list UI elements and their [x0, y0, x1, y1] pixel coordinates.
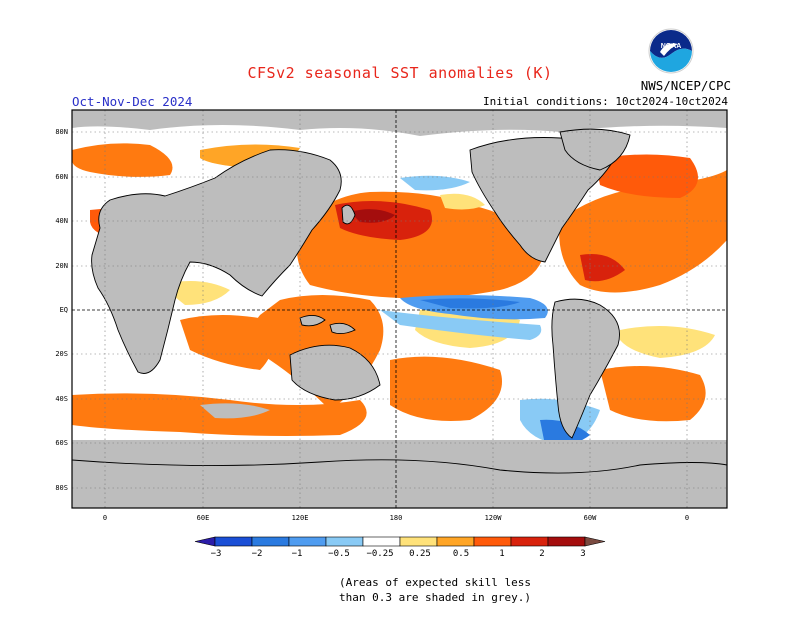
lon-label: 120E	[292, 514, 309, 522]
colorbar-box	[399, 536, 438, 547]
colorbar-box	[510, 536, 549, 547]
colorbar-tick-label: 0.25	[409, 549, 431, 559]
colorbar-tick-label: 2	[539, 549, 544, 559]
latitude-labels: 80N 60N 40N 20N EQ 20S 40S 60S 80S	[55, 128, 68, 492]
chart-title: CFSv2 seasonal SST anomalies (K)	[247, 64, 553, 82]
colorbar-boxes	[194, 536, 606, 547]
lon-label: 120W	[485, 514, 503, 522]
grid-lines	[72, 110, 727, 508]
lat-label: 20S	[55, 350, 68, 358]
initial-conditions-label: Initial conditions: 10ct2024-10ct2024	[482, 95, 728, 108]
colorbar-box	[473, 536, 512, 547]
lat-label: 80S	[55, 484, 68, 492]
longitude-labels: 0 60E 120E 180 120W 60W 0	[103, 514, 689, 522]
colorbar-tick-labels: −3 −2 −1 −0.5 −0.25 0.25 0.5 1 2 3	[211, 549, 586, 559]
colorbar-box	[214, 536, 253, 547]
lon-label: 0	[103, 514, 107, 522]
colorbar-box	[362, 536, 401, 547]
season-label: Oct-Nov-Dec 2024	[72, 94, 193, 109]
skill-note-line1: (Areas of expected skill less	[338, 576, 532, 589]
colorbar-tick-label: −1	[292, 549, 303, 559]
colorbar-tick-label: 3	[580, 549, 585, 559]
colorbar-box	[584, 536, 606, 547]
lat-label: 60S	[55, 439, 68, 447]
lat-label: 40N	[55, 217, 68, 225]
agency-label: NWS/NCEP/CPC	[640, 78, 731, 93]
colorbar-box	[194, 536, 216, 547]
colorbar-box	[288, 536, 327, 547]
lon-label: 180	[390, 514, 403, 522]
colorbar-tick-label: −0.25	[366, 549, 393, 559]
lat-label: 60N	[55, 173, 68, 181]
skill-note-line2: than 0.3 are shaded in grey.)	[338, 591, 532, 604]
colorbar-box	[251, 536, 290, 547]
colorbar-tick-label: −0.5	[328, 549, 350, 559]
noaa-logo: NOAA	[648, 28, 694, 78]
colorbar-box	[436, 536, 475, 547]
map-frame	[71, 109, 728, 509]
land-masses	[72, 128, 727, 508]
colorbar-box	[325, 536, 364, 547]
colorbar-tick-label: 1	[499, 549, 504, 559]
lat-label: 20N	[55, 262, 68, 270]
arctic-grey-region	[72, 110, 727, 136]
lon-label: 60E	[197, 514, 210, 522]
colorbar-tick-label: 0.5	[453, 549, 469, 559]
colorbar-box	[547, 536, 586, 547]
logo-text: NOAA	[661, 43, 682, 50]
lon-label: 60W	[584, 514, 597, 522]
lat-label: 40S	[55, 395, 68, 403]
colorbar-tick-label: −3	[211, 549, 222, 559]
lat-label: EQ	[60, 306, 68, 314]
lat-label: 80N	[55, 128, 68, 136]
lon-label: 0	[685, 514, 689, 522]
colorbar-tick-label: −2	[252, 549, 263, 559]
equator-dateline-lines	[72, 110, 727, 508]
